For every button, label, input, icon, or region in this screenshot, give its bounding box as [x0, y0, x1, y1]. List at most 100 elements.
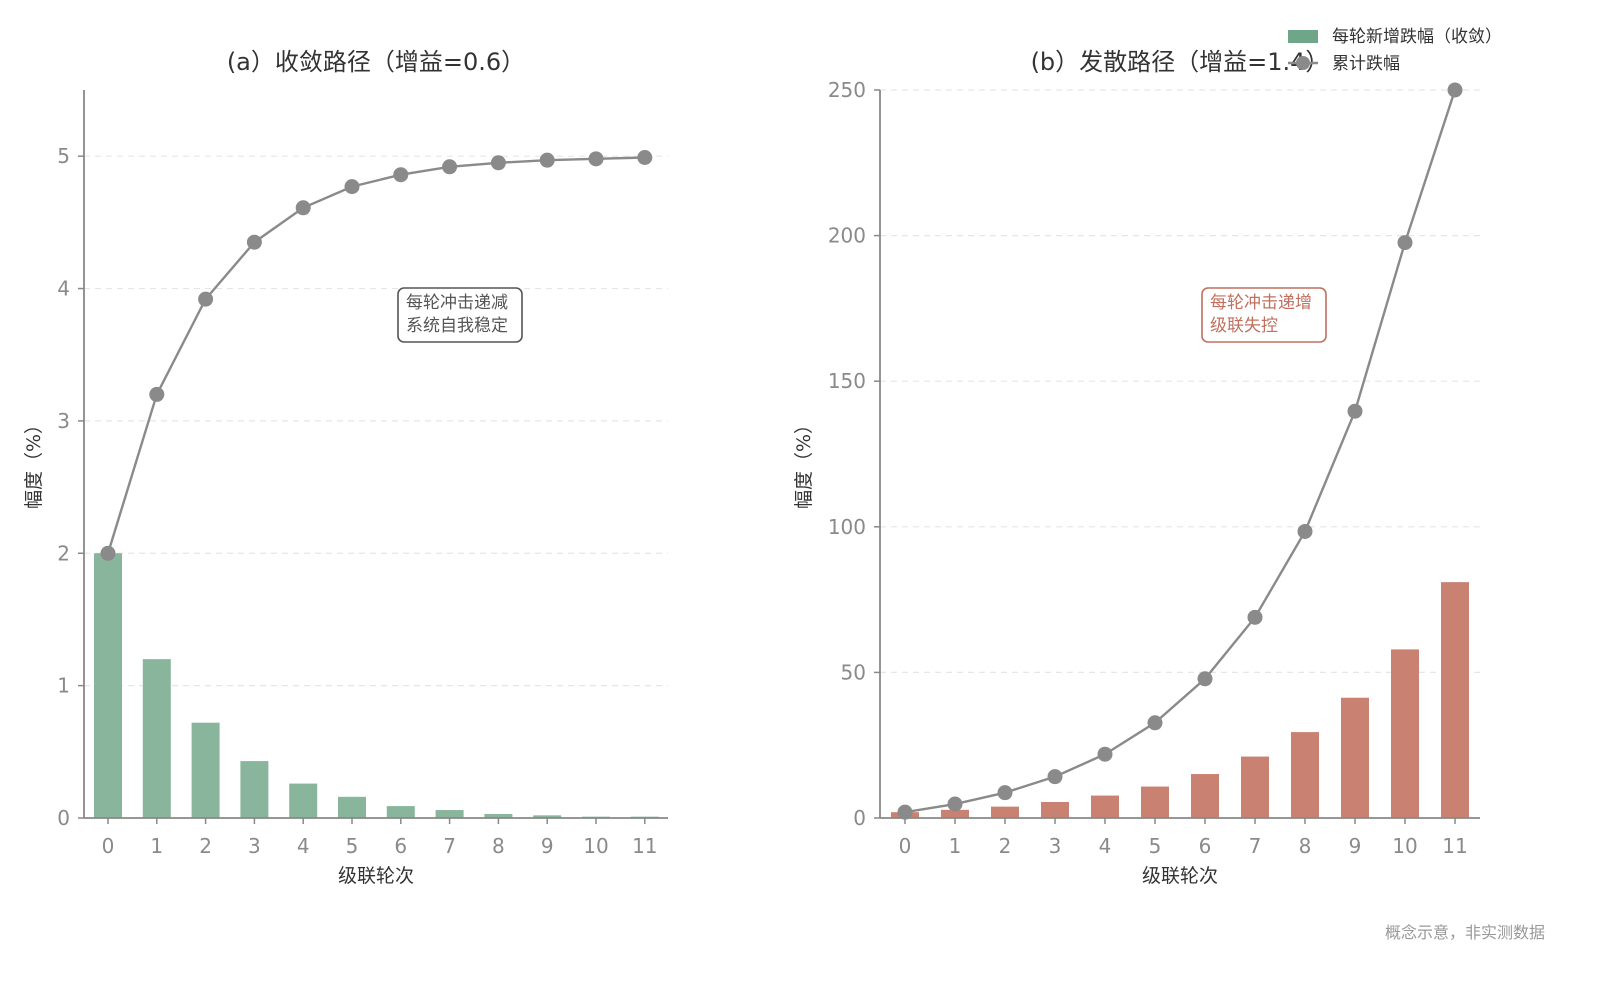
xtick-label-b-4: 4 — [1099, 834, 1112, 858]
ytick-label-a-5: 5 — [57, 144, 70, 168]
xtick-label-b-7: 7 — [1249, 834, 1262, 858]
bar-b-2 — [991, 806, 1019, 818]
cumulative-point-b-10 — [1397, 235, 1413, 251]
cumulative-point-a-1 — [149, 386, 165, 402]
cumulative-point-a-0 — [100, 545, 116, 561]
bar-b-3 — [1041, 801, 1069, 818]
bar-a-6 — [386, 806, 415, 818]
bar-b-4 — [1091, 795, 1119, 818]
ytick-label-a-2: 2 — [57, 541, 70, 565]
xtick-label-b-1: 1 — [949, 834, 962, 858]
cumulative-point-a-5 — [344, 179, 360, 195]
annotation-text-b-1: 级联失控 — [1210, 316, 1278, 336]
xtick-label-a-10: 10 — [583, 834, 608, 858]
cumulative-point-b-3 — [1047, 769, 1063, 785]
xtick-label-a-1: 1 — [150, 834, 163, 858]
bar-b-1 — [941, 809, 969, 818]
xtick-label-a-2: 2 — [199, 834, 212, 858]
legend-swatch-1 — [1296, 56, 1310, 70]
bar-a-1 — [142, 659, 171, 818]
ytick-label-b-1: 50 — [841, 660, 866, 684]
xtick-label-a-3: 3 — [248, 834, 261, 858]
cumulative-point-b-8 — [1297, 523, 1313, 539]
xtick-label-b-8: 8 — [1299, 834, 1312, 858]
bar-b-5 — [1141, 786, 1169, 818]
legend-label-1: 累计跌幅 — [1332, 54, 1400, 74]
ytick-label-b-2: 100 — [828, 515, 866, 539]
xtick-label-a-7: 7 — [443, 834, 456, 858]
cumulative-point-a-10 — [588, 151, 604, 167]
cumulative-point-b-4 — [1097, 746, 1113, 762]
bar-a-0 — [94, 553, 122, 818]
cumulative-point-b-9 — [1347, 403, 1363, 419]
bar-a-2 — [191, 722, 220, 818]
y-axis-label-a: 幅度（%） — [23, 415, 45, 509]
footnote: 概念示意，非实测数据 — [1385, 923, 1545, 942]
cumulative-point-a-3 — [246, 234, 262, 250]
xtick-label-b-10: 10 — [1392, 834, 1417, 858]
cumulative-point-a-4 — [295, 200, 311, 216]
xtick-label-a-5: 5 — [346, 834, 359, 858]
cumulative-point-b-6 — [1197, 671, 1213, 687]
xtick-label-b-3: 3 — [1049, 834, 1062, 858]
xtick-label-b-2: 2 — [999, 834, 1012, 858]
cumulative-point-b-1 — [947, 796, 963, 812]
annotation-text-a-0: 每轮冲击递减 — [406, 293, 508, 313]
bar-b-11 — [1441, 582, 1469, 818]
cumulative-point-a-6 — [393, 167, 409, 183]
cumulative-point-b-5 — [1147, 715, 1163, 731]
xtick-label-a-6: 6 — [394, 834, 407, 858]
xtick-label-a-0: 0 — [102, 834, 115, 858]
xtick-label-b-5: 5 — [1149, 834, 1162, 858]
cumulative-line-a — [106, 156, 645, 554]
bar-b-8 — [1291, 732, 1319, 818]
cumulative-point-b-2 — [997, 785, 1013, 801]
x-axis-label-a: 级联轮次 — [338, 865, 414, 887]
cumulative-point-a-8 — [490, 155, 506, 171]
y-axis-label-b: 幅度（%） — [793, 415, 815, 509]
chart-title-a: (a）收敛路径（增益=0.6） — [227, 48, 525, 76]
xtick-label-b-9: 9 — [1349, 834, 1362, 858]
xtick-label-a-4: 4 — [297, 834, 310, 858]
xtick-label-b-0: 0 — [899, 834, 912, 858]
bar-b-7 — [1241, 756, 1269, 818]
x-axis-label-b: 级联轮次 — [1142, 865, 1218, 887]
annotation-box-b — [1201, 287, 1327, 343]
bar-a-8 — [484, 814, 513, 818]
ytick-label-a-3: 3 — [57, 409, 70, 433]
xtick-label-b-6: 6 — [1199, 834, 1212, 858]
bar-b-9 — [1341, 697, 1369, 818]
annotation-text-b-0: 每轮冲击递增 — [1210, 293, 1312, 313]
cumulative-point-b-0 — [897, 804, 913, 820]
cumulative-point-b-11 — [1447, 82, 1463, 98]
ytick-label-b-0: 0 — [853, 806, 866, 830]
cumulative-point-b-7 — [1247, 609, 1263, 625]
ytick-label-a-0: 0 — [57, 806, 70, 830]
bar-a-5 — [338, 796, 366, 818]
legend-label-0: 每轮新增跌幅（收敛） — [1332, 27, 1502, 47]
xtick-label-a-11: 11 — [632, 834, 657, 858]
xtick-label-a-8: 8 — [492, 834, 505, 858]
annotation-box-a — [397, 287, 523, 343]
bar-b-10 — [1391, 649, 1419, 818]
cumulative-point-a-7 — [442, 159, 458, 175]
cumulative-point-a-9 — [539, 152, 555, 168]
xtick-label-a-9: 9 — [541, 834, 554, 858]
legend-swatch-0 — [1288, 30, 1318, 43]
annotation-text-a-1: 系统自我稳定 — [406, 316, 508, 336]
bar-a-3 — [240, 761, 269, 818]
ytick-label-a-1: 1 — [57, 674, 70, 698]
ytick-label-a-4: 4 — [57, 277, 70, 301]
bar-a-4 — [289, 783, 318, 818]
bar-a-7 — [435, 810, 464, 818]
ytick-label-b-4: 200 — [828, 224, 866, 248]
bar-b-6 — [1191, 774, 1219, 818]
chart-title-b: (b）发散路径（增益=1.4） — [1031, 48, 1330, 76]
cumulative-point-a-11 — [637, 150, 653, 166]
cumulative-point-a-2 — [198, 291, 214, 307]
xtick-label-b-11: 11 — [1442, 834, 1467, 858]
bar-a-9 — [533, 815, 562, 818]
cumulative-line-b — [904, 89, 1457, 814]
ytick-label-b-5: 250 — [828, 78, 866, 102]
